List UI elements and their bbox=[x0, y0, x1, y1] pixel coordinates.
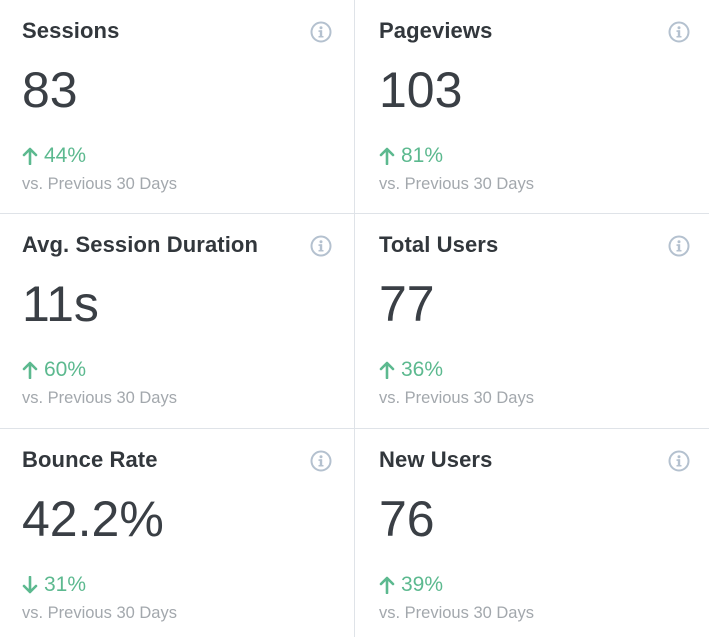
arrow-up-icon bbox=[22, 361, 38, 379]
metric-card-bounce-rate: Bounce Rate 42.2% 31% vs. Previous 30 Da… bbox=[0, 429, 355, 637]
arrow-up-icon bbox=[22, 147, 38, 165]
metric-change: 39% bbox=[379, 573, 443, 597]
metric-value: 77 bbox=[379, 276, 435, 332]
metric-value: 103 bbox=[379, 62, 463, 118]
compare-label: vs. Previous 30 Days bbox=[22, 389, 177, 407]
metric-change-value: 81% bbox=[401, 144, 444, 167]
metric-change-value: 39% bbox=[401, 573, 444, 596]
metric-card-pageviews: Pageviews 103 81% vs. Previous 30 Days bbox=[355, 0, 709, 214]
metric-change: 36% bbox=[379, 358, 443, 382]
metric-change: 60% bbox=[22, 358, 86, 382]
metric-value: 83 bbox=[22, 62, 78, 118]
info-icon[interactable] bbox=[310, 235, 332, 257]
info-icon[interactable] bbox=[310, 21, 332, 43]
metric-card-avg-session-duration: Avg. Session Duration 11s 60% vs. Previo… bbox=[0, 214, 355, 429]
arrow-up-icon bbox=[379, 147, 395, 165]
metric-value: 76 bbox=[379, 491, 435, 547]
metric-title: Sessions bbox=[22, 18, 120, 43]
info-icon[interactable] bbox=[668, 235, 690, 257]
metric-change-value: 31% bbox=[44, 573, 87, 596]
metric-card-new-users: New Users 76 39% vs. Previous 30 Days bbox=[355, 429, 709, 637]
compare-label: vs. Previous 30 Days bbox=[22, 604, 177, 622]
metric-title: Bounce Rate bbox=[22, 447, 158, 472]
metric-title: Pageviews bbox=[379, 18, 493, 43]
compare-label: vs. Previous 30 Days bbox=[379, 175, 534, 193]
arrow-up-icon bbox=[379, 361, 395, 379]
metric-change: 81% bbox=[379, 144, 443, 168]
metric-card-total-users: Total Users 77 36% vs. Previous 30 Days bbox=[355, 214, 709, 429]
metric-title: New Users bbox=[379, 447, 493, 472]
metric-change: 31% bbox=[22, 573, 86, 597]
compare-label: vs. Previous 30 Days bbox=[22, 175, 177, 193]
info-icon[interactable] bbox=[310, 450, 332, 472]
metric-change: 44% bbox=[22, 144, 86, 168]
arrow-up-icon bbox=[379, 576, 395, 594]
metric-card-sessions: Sessions 83 44% vs. Previous 30 Days bbox=[0, 0, 355, 214]
metric-value: 11s bbox=[22, 276, 99, 332]
metric-value: 42.2% bbox=[22, 491, 164, 547]
metric-change-value: 60% bbox=[44, 358, 87, 381]
info-icon[interactable] bbox=[668, 21, 690, 43]
metric-change-value: 44% bbox=[44, 144, 87, 167]
arrow-down-icon bbox=[22, 576, 38, 594]
compare-label: vs. Previous 30 Days bbox=[379, 389, 534, 407]
info-icon[interactable] bbox=[668, 450, 690, 472]
compare-label: vs. Previous 30 Days bbox=[379, 604, 534, 622]
metric-change-value: 36% bbox=[401, 358, 444, 381]
metric-title: Total Users bbox=[379, 232, 499, 257]
metric-title: Avg. Session Duration bbox=[22, 232, 258, 257]
